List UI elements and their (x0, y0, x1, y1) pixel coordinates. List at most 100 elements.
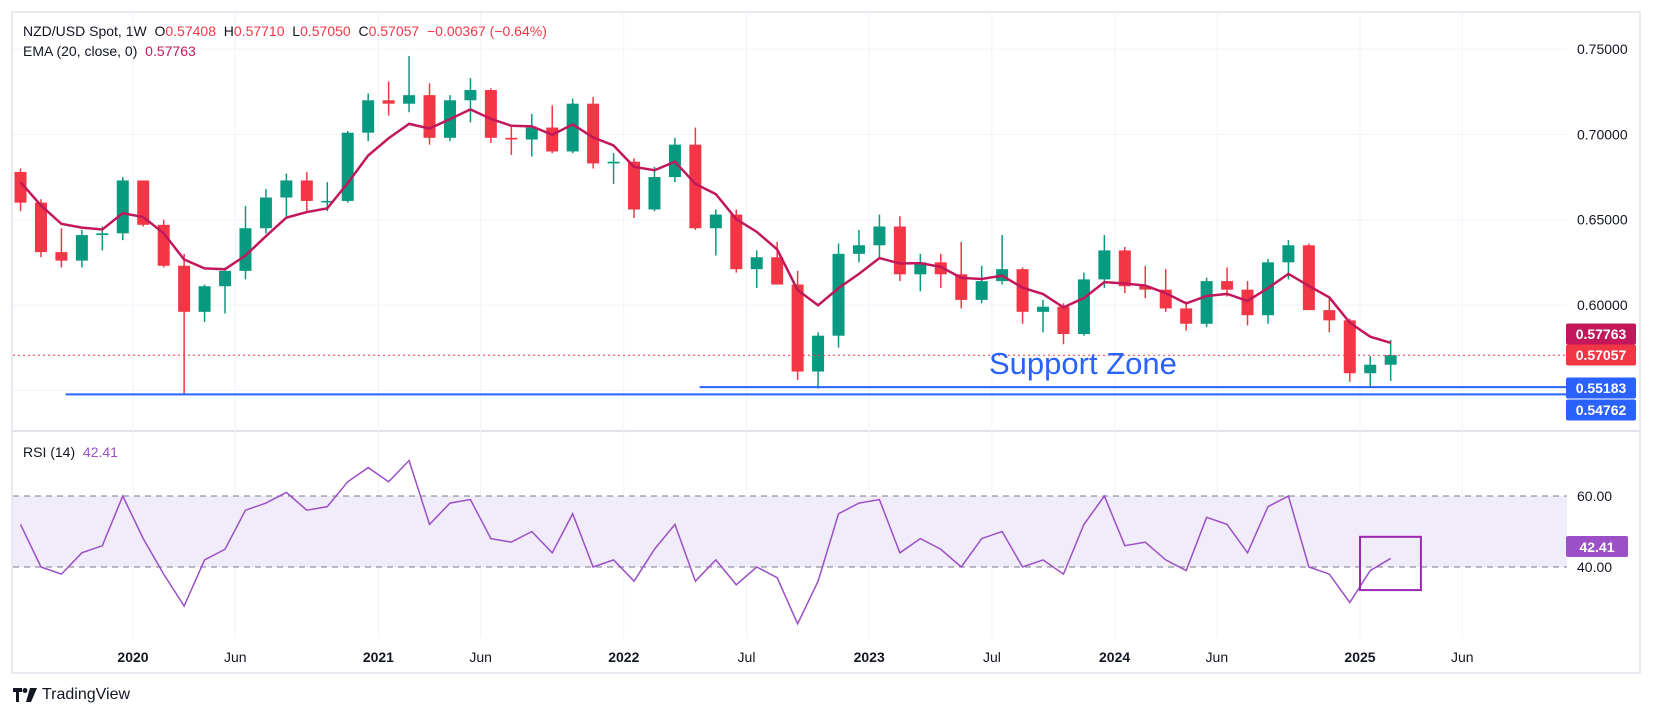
price-tick-label: 0.60000 (1577, 297, 1628, 313)
candle-body (75, 235, 88, 261)
x-tick-label: Jul (983, 649, 1001, 665)
rsi-tick-label: 60.00 (1577, 488, 1612, 504)
open-value: 0.57408 (165, 23, 216, 39)
candle-body (1057, 306, 1070, 335)
tradingview-logo-icon (13, 688, 37, 702)
candle-body (730, 214, 743, 270)
price-label-box (1566, 344, 1636, 366)
ema-line (19, 108, 1392, 345)
rsi-band (13, 495, 1567, 568)
candle-body (689, 144, 702, 229)
candle-body (382, 100, 395, 104)
price-label-box (1566, 399, 1636, 421)
symbol-title[interactable]: NZD/USD Spot, 1W (23, 23, 147, 39)
candle-body (873, 226, 886, 246)
candle-body (403, 95, 416, 104)
candle-body (239, 228, 252, 271)
candle-body (505, 137, 518, 140)
candle-body (607, 161, 620, 164)
candle-body (198, 286, 211, 312)
x-tick-label: Jun (1206, 649, 1229, 665)
price-label-text: 0.57057 (1576, 347, 1627, 363)
candle-body (341, 132, 354, 201)
candle-body (628, 161, 641, 210)
candle-body (1077, 279, 1090, 335)
candle-body (893, 226, 906, 275)
candle-body (771, 257, 784, 285)
candle-body (259, 197, 272, 229)
rsi-line (19, 459, 1422, 626)
candle-body (587, 103, 600, 164)
x-tick-label: 2020 (117, 649, 148, 665)
ema-polyline (19, 108, 1392, 345)
candle-body (1364, 364, 1377, 374)
candle-body (137, 180, 150, 225)
ema-value: 0.57763 (145, 43, 196, 59)
candle-body (178, 265, 191, 312)
x-tick-label: 2023 (854, 649, 885, 665)
low-value: 0.57050 (300, 23, 351, 39)
candle-body (1180, 308, 1193, 324)
x-tick-label: Jun (469, 649, 492, 665)
rsi-value: 42.41 (82, 444, 118, 460)
candle-body (96, 233, 109, 236)
grid (11, 11, 1641, 674)
candle-body (321, 200, 334, 203)
candle-body (1118, 250, 1131, 287)
candle-body (1343, 320, 1356, 374)
rsi-highlight-box (1359, 535, 1422, 592)
high-label: H (223, 23, 234, 39)
close-value: 0.57057 (368, 23, 420, 39)
candle-body (1302, 245, 1315, 311)
tradingview-logo[interactable]: TradingView (13, 686, 130, 704)
candle-body (280, 180, 293, 198)
rsi-legend: RSI (14) 42.41 (23, 444, 118, 460)
candle-body (525, 127, 538, 140)
candle-body (648, 177, 661, 210)
chart-frame (11, 11, 1641, 674)
tradingview-wordmark: TradingView (42, 686, 131, 703)
candles (14, 55, 1397, 396)
candle-body (484, 90, 497, 138)
candle-body (1139, 286, 1152, 290)
high-value: 0.57710 (233, 23, 285, 39)
candle-body (1016, 269, 1029, 312)
candle-body (1282, 245, 1295, 263)
candle-body (1200, 281, 1213, 324)
candle-body (955, 274, 968, 300)
price-label-text: 0.55183 (1576, 380, 1627, 396)
candle-body (934, 262, 947, 275)
candle-body (791, 284, 804, 372)
candle-body (219, 270, 232, 287)
rsi-label[interactable]: RSI (14) (23, 444, 76, 460)
candle-body (566, 103, 579, 152)
x-tick-label: 2022 (608, 649, 639, 665)
candle-body (116, 180, 129, 234)
price-tick-label: 0.70000 (1577, 126, 1628, 142)
price-tick-label: 0.75000 (1577, 41, 1628, 57)
x-tick-label: 2021 (363, 649, 394, 665)
symbol-legend: NZD/USD Spot, 1W O0.57408 H0.57710 L0.57… (23, 23, 547, 39)
candle-body (1221, 281, 1234, 290)
rsi-polyline (19, 459, 1392, 626)
ema-legend: EMA (20, close, 0) 0.57763 (23, 43, 196, 59)
price-label-box (1566, 323, 1636, 345)
candle-body (157, 224, 170, 266)
change-value: −0.00367 (−0.64%) (426, 23, 547, 39)
x-tick-label: 2025 (1344, 649, 1375, 665)
low-label: L (292, 23, 301, 39)
ema-label[interactable]: EMA (20, close, 0) (23, 43, 138, 59)
candle-body (1384, 355, 1397, 365)
candle-body (709, 214, 722, 229)
candle-body (1098, 250, 1111, 280)
x-tick-label: Jun (1451, 649, 1474, 665)
support-lines (13, 354, 1567, 396)
candle-body (975, 281, 988, 300)
candle-body (1037, 306, 1050, 312)
candle-body (852, 245, 865, 254)
rsi-current-box (1566, 536, 1628, 557)
rsi-band-fill (13, 496, 1567, 567)
price-label-text: 0.54762 (1576, 402, 1627, 418)
open-label: O (154, 23, 166, 39)
